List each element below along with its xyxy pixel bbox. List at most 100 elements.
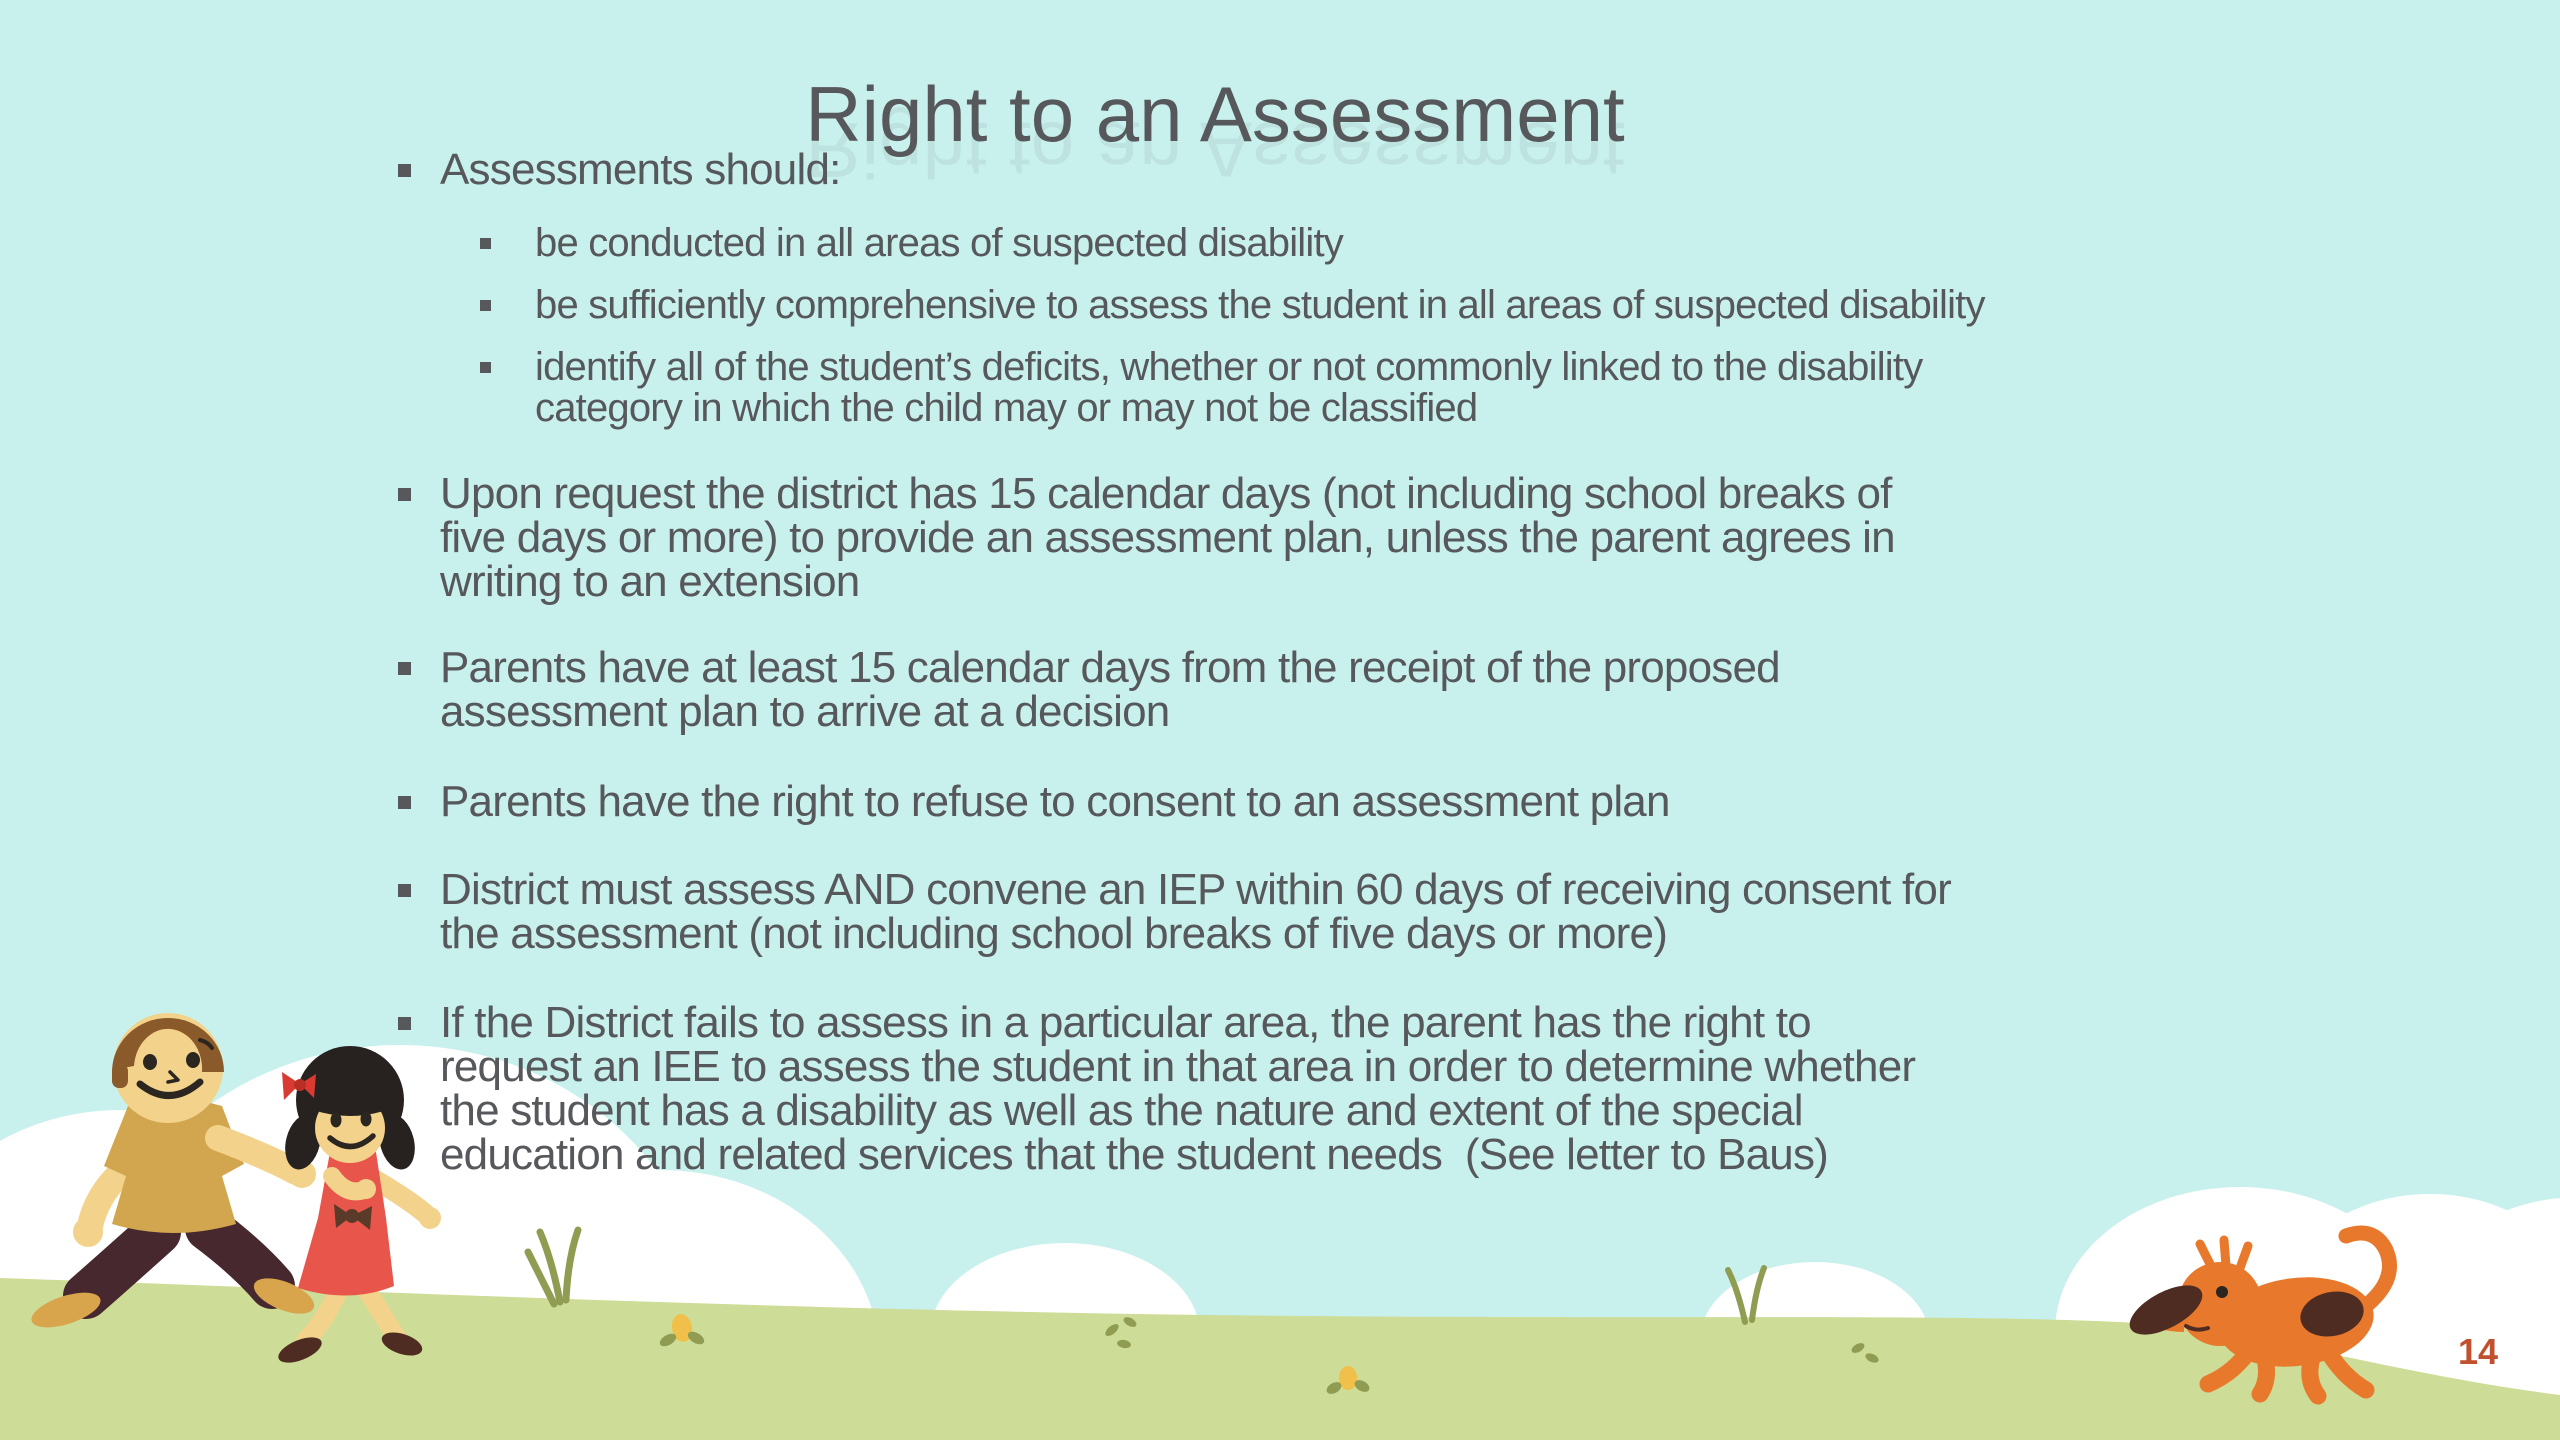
- girl-hair-flip: [379, 1114, 415, 1170]
- girl-bow-knot: [294, 1079, 306, 1091]
- bullet-text-line: be conducted in all areas of suspected d…: [535, 221, 1344, 265]
- girl-hand: [356, 1179, 376, 1199]
- bullet-square-icon: [398, 884, 411, 897]
- dog-illustration: [2129, 1225, 2397, 1405]
- bullet-item: Parents have at least 15 calendar days f…: [398, 646, 2448, 734]
- boy-hair: [112, 1018, 224, 1072]
- girl-smile: [327, 1133, 376, 1150]
- dog-ear-tuft: [2219, 1235, 2231, 1271]
- boy-leg: [63, 1209, 181, 1319]
- girl-shoe: [278, 1337, 322, 1363]
- bullet-text: Assessments should:: [440, 148, 841, 192]
- boy-smile: [136, 1078, 204, 1099]
- boy-shoe: [253, 1278, 315, 1314]
- bullet-text: identify all of the student’s deficits, …: [535, 345, 1923, 430]
- girl-belt-bow: [352, 1206, 372, 1230]
- bullet-text: be sufficiently comprehensive to assess …: [535, 283, 1986, 327]
- bullet-text: District must assess AND convene an IEP …: [440, 865, 1952, 958]
- girl-bow-icon: [300, 1074, 316, 1098]
- girl-belt-knot: [345, 1209, 359, 1223]
- bullet-text: Parents have the right to refuse to cons…: [440, 780, 1670, 824]
- dog-ear-tuft: [2195, 1239, 2217, 1273]
- boy-sideburn: [112, 1064, 128, 1088]
- leaf-specks: [1105, 1317, 1879, 1363]
- flower-bud: [1326, 1366, 1370, 1394]
- bullet-text-line: category in which the child may or may n…: [535, 386, 1478, 430]
- girl-eye: [330, 1112, 342, 1128]
- boy-nose: [166, 1070, 180, 1084]
- bullet-item: Parents have the right to refuse to cons…: [398, 780, 2448, 824]
- dog-smile: [2184, 1324, 2210, 1332]
- bullet-text: be conducted in all areas of suspected d…: [535, 221, 1344, 265]
- grass-details: [524, 1226, 1879, 1394]
- bullet-text-line: the student has a disability as well as …: [440, 1086, 1804, 1135]
- girl-hair-flip: [285, 1114, 321, 1170]
- bullet-item: District must assess AND convene an IEP …: [398, 868, 2448, 956]
- dog-ear-tuft: [2235, 1241, 2253, 1273]
- marker-column: [398, 780, 440, 809]
- boy-eyebrow: [198, 1038, 214, 1050]
- girl-fringe: [313, 1082, 387, 1116]
- footer-scene-illustration: [0, 1013, 2560, 1440]
- bullet-item: Upon request the district has 15 calenda…: [398, 472, 2448, 604]
- bullet-square-icon: [398, 796, 411, 809]
- bullet-square-icon: [480, 238, 491, 249]
- bullet-text-line: Upon request the district has 15 calenda…: [440, 469, 1892, 518]
- dog-ear: [2129, 1285, 2203, 1335]
- bullet-square-icon: [398, 164, 411, 177]
- bullet-text-line: Parents have the right to refuse to cons…: [440, 777, 1670, 826]
- girl-hand: [419, 1207, 441, 1229]
- page-number: 14: [2458, 1331, 2499, 1372]
- bullet-text-line: five days or more) to provide an assessm…: [440, 513, 1896, 562]
- bullet-text-line: Assessments should:: [440, 145, 841, 194]
- marker-column: [480, 347, 535, 373]
- bullet-text-line: Parents have at least 15 calendar days f…: [440, 643, 1781, 692]
- boy-eye: [186, 1052, 200, 1068]
- girl-bow-icon: [282, 1072, 300, 1100]
- bullet-text: Upon request the district has 15 calenda…: [440, 469, 1896, 606]
- bullet-text-line: District must assess AND convene an IEP …: [440, 865, 1952, 914]
- girl-illustration: [278, 1046, 441, 1363]
- dog-tail: [2338, 1225, 2397, 1320]
- dog-eye: [2216, 1286, 2228, 1298]
- bullet-text: If the District fails to assess in a par…: [440, 998, 1916, 1179]
- bullet-list: Assessments should: be conducted in all …: [398, 148, 2448, 1177]
- marker-column: [398, 1001, 440, 1030]
- page-title: Right to an Assessment: [805, 70, 1625, 159]
- marker-column: [480, 223, 535, 249]
- bullet-text-line: If the District fails to assess in a par…: [440, 998, 1812, 1047]
- flower-bud: [659, 1314, 705, 1347]
- bullet-square-icon: [398, 662, 411, 675]
- bullet-item: identify all of the student’s deficits, …: [398, 347, 2448, 429]
- boy-shoe: [31, 1292, 101, 1328]
- grass-tuft: [1725, 1265, 1767, 1325]
- girl-belt-bow: [334, 1204, 352, 1228]
- grass-tuft: [524, 1226, 582, 1308]
- boy-hand: [73, 1217, 103, 1247]
- bullet-item: be conducted in all areas of suspected d…: [398, 223, 2448, 264]
- bullet-square-icon: [480, 300, 491, 311]
- bullet-square-icon: [480, 362, 491, 373]
- bullet-text-line: writing to an extension: [440, 557, 860, 606]
- bullet-text-line: identify all of the student’s deficits, …: [535, 345, 1923, 389]
- girl-eye: [360, 1111, 372, 1127]
- boy-illustration: [31, 1013, 316, 1328]
- bullet-text-line: assessment plan to arrive at a decision: [440, 687, 1170, 736]
- bullet-text: Parents have at least 15 calendar days f…: [440, 643, 1781, 736]
- boy-eye: [143, 1054, 157, 1070]
- marker-column: [398, 868, 440, 897]
- bullet-item: Assessments should:: [398, 148, 2448, 192]
- bullet-item: be sufficiently comprehensive to assess …: [398, 285, 2448, 326]
- marker-column: [398, 472, 440, 501]
- bullet-square-icon: [398, 488, 411, 501]
- bullet-text-line: the assessment (not including school bre…: [440, 909, 1668, 958]
- girl-shoe: [381, 1332, 423, 1356]
- dog-head: [2178, 1262, 2262, 1346]
- bullet-square-icon: [398, 1017, 411, 1030]
- bullet-text-line: be sufficiently comprehensive to assess …: [535, 283, 1986, 327]
- dog-spot: [2300, 1291, 2364, 1337]
- marker-column: [480, 285, 535, 311]
- marker-column: [398, 646, 440, 675]
- bullet-text-line: education and related services that the …: [440, 1130, 1829, 1179]
